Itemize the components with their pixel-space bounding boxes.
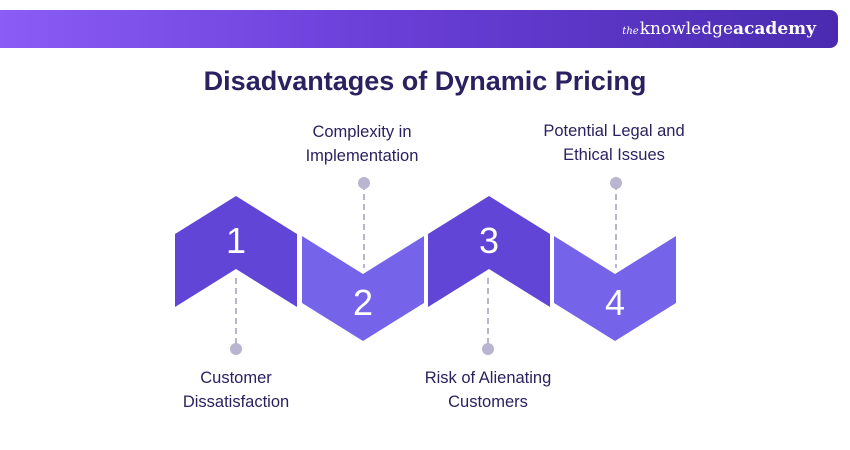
step-label-1: Customer Dissatisfaction bbox=[136, 366, 336, 414]
step-label-3: Risk of Alienating Customers bbox=[388, 366, 588, 414]
step-block-4 bbox=[554, 236, 676, 341]
brand-knowledge: knowledge bbox=[639, 19, 734, 39]
step-label-2: Complexity in Implementation bbox=[262, 120, 462, 168]
connector-4 bbox=[610, 177, 622, 268]
step-label-2-line1: Complexity in bbox=[312, 123, 412, 141]
step-label-4: Potential Legal and Ethical Issues bbox=[514, 119, 714, 167]
step-block-2 bbox=[302, 236, 424, 341]
connector-2 bbox=[358, 177, 370, 268]
step-label-2-line2: Implementation bbox=[305, 147, 419, 165]
step-number-4: 4 bbox=[605, 282, 625, 323]
connector-1 bbox=[230, 278, 242, 355]
step-block-1 bbox=[175, 196, 297, 307]
step-label-1-line1: Customer bbox=[200, 369, 272, 387]
connector-3 bbox=[482, 278, 494, 355]
step-number-2: 2 bbox=[353, 282, 373, 323]
step-label-3-line2: Customers bbox=[448, 393, 528, 411]
step-label-1-line2: Dissatisfaction bbox=[182, 393, 290, 411]
brand-prefix: the bbox=[622, 26, 639, 37]
step-label-4-line2: Ethical Issues bbox=[563, 146, 665, 164]
step-block-3 bbox=[428, 196, 550, 307]
brand-logo: theknowledgeacademy bbox=[622, 19, 816, 39]
step-label-3-line1: Risk of Alienating bbox=[424, 369, 552, 387]
step-number-1: 1 bbox=[226, 220, 246, 261]
step-label-4-line1: Potential Legal and bbox=[543, 122, 685, 140]
page-title: Disadvantages of Dynamic Pricing bbox=[203, 66, 647, 96]
step-number-3: 3 bbox=[479, 220, 499, 261]
brand-academy: academy bbox=[733, 19, 816, 39]
header-bar: theknowledgeacademy bbox=[0, 10, 838, 48]
